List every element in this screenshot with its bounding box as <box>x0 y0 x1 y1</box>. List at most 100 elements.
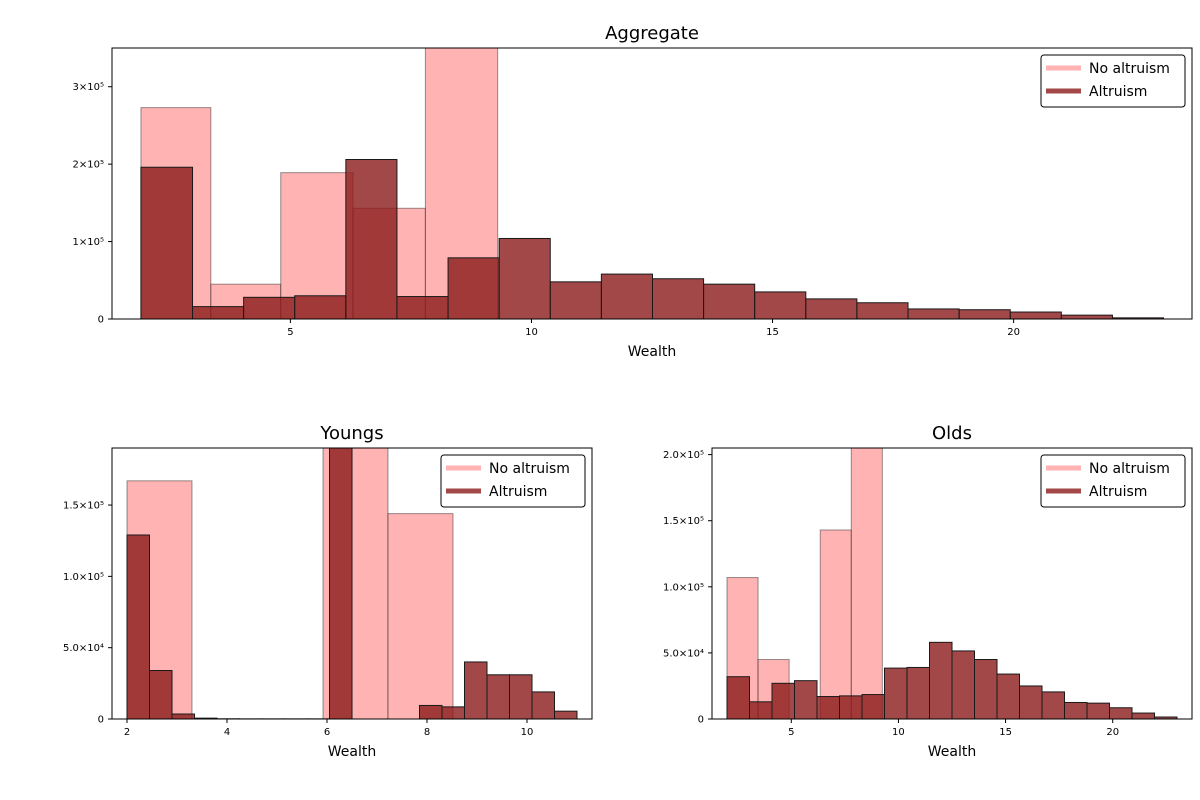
olds-altruism-bar <box>726 676 750 719</box>
youngs-no-altruism-bar <box>387 513 454 719</box>
olds-x-tick-label: 5 <box>788 727 794 738</box>
aggregate-axes: 5 10 15 20 0 1×10⁵ 2×10⁵ 3×10⁵ <box>73 47 1193 338</box>
youngs-altruism-bar <box>171 713 195 719</box>
aggregate-x-tick-label: 5 <box>287 327 293 338</box>
olds-altruism-bar <box>771 682 795 719</box>
aggregate-altruism-bar <box>805 298 858 319</box>
olds-altruism-bar <box>1064 701 1088 719</box>
olds-altruism-bar <box>974 659 998 719</box>
youngs-altruism-bar <box>149 670 173 719</box>
youngs-bars <box>126 448 578 719</box>
olds-bars <box>726 448 1178 719</box>
aggregate-altruism-bar <box>498 237 551 319</box>
youngs-altruism-bar <box>329 448 353 719</box>
olds-altruism-bar <box>906 666 930 719</box>
olds-xlabel: Wealth <box>928 744 976 760</box>
aggregate-y-tick-label: 2×10⁵ <box>73 160 104 171</box>
olds-x-tick-label: 15 <box>999 727 1012 738</box>
olds-title: Olds <box>932 423 972 444</box>
aggregate-altruism-bar <box>651 278 705 319</box>
aggregate-panel: Aggregate 5 10 15 20 0 1×10⁵ 2×10⁵ 3×10⁵ Wealth… <box>73 23 1193 360</box>
youngs-altruism-bar <box>419 704 443 719</box>
youngs-legend-label: No altruism <box>489 461 570 477</box>
aggregate-altruism-bar <box>600 273 653 319</box>
olds-x-tick-label: 20 <box>1106 727 1119 738</box>
olds-y-tick-label: 0 <box>698 715 704 726</box>
olds-altruism-bar <box>749 701 773 719</box>
youngs-x-tick-label: 2 <box>124 727 130 738</box>
youngs-y-tick-label: 1.5×10⁵ <box>63 501 104 512</box>
youngs-y-tick-label: 0 <box>98 715 104 726</box>
youngs-y-tick-label: 5.0×10⁴ <box>63 643 104 654</box>
olds-altruism-bar <box>1131 712 1155 719</box>
olds-altruism-bar <box>794 680 818 719</box>
olds-y-tick-label: 1.0×10⁵ <box>663 582 704 593</box>
olds-altruism-bar <box>1109 707 1133 719</box>
youngs-panel: Youngs 2 4 6 8 10 0 5.0×10⁴ 1.0×10⁵ 1.5×10⁵ Weal… <box>63 423 593 760</box>
olds-y-tick-label: 1.5×10⁵ <box>663 516 704 527</box>
aggregate-altruism-bar <box>1060 314 1113 319</box>
youngs-x-tick-label: 8 <box>424 727 430 738</box>
youngs-axes: 2 4 6 8 10 0 5.0×10⁴ 1.0×10⁵ 1.5×10⁵ <box>63 447 593 738</box>
aggregate-altruism-bar <box>754 291 807 319</box>
youngs-y-tick-label: 1.0×10⁵ <box>63 572 104 583</box>
olds-altruism-bar <box>929 641 953 719</box>
olds-altruism-bar <box>839 695 863 719</box>
youngs-altruism-bar <box>531 691 555 719</box>
aggregate-x-tick-label: 15 <box>766 327 779 338</box>
olds-altruism-bar <box>884 667 908 719</box>
aggregate-bars <box>140 48 1165 319</box>
aggregate-x-tick-label: 10 <box>525 327 538 338</box>
youngs-x-tick-label: 4 <box>224 727 230 738</box>
olds-legend-label: No altruism <box>1089 461 1170 477</box>
aggregate-legend: No altruism Altruism <box>1040 54 1186 108</box>
olds-altruism-bar <box>861 694 885 719</box>
olds-axes-frame <box>711 447 1193 720</box>
olds-y-tick-label: 2.0×10⁵ <box>663 450 704 461</box>
olds-no-altruism-bar <box>819 529 852 719</box>
aggregate-no-altruism-bar <box>280 172 354 319</box>
olds-panel: Olds 5 10 15 20 0 5.0×10⁴ 1.0×10⁵ 1.5×10⁵ 2.0×10… <box>663 423 1193 760</box>
aggregate-axes-frame <box>111 47 1193 320</box>
aggregate-altruism-bar <box>447 257 500 319</box>
olds-legend: No altruism Altruism <box>1040 454 1186 508</box>
olds-x-tick-label: 10 <box>892 727 905 738</box>
aggregate-x-tick-label: 20 <box>1007 327 1020 338</box>
aggregate-altruism-bar <box>907 308 960 319</box>
youngs-altruism-bar <box>441 706 465 719</box>
aggregate-altruism-bar <box>1009 311 1062 319</box>
youngs-title: Youngs <box>319 423 383 444</box>
aggregate-y-tick-label: 1×10⁵ <box>73 237 104 248</box>
aggregate-y-tick-label: 3×10⁵ <box>73 82 104 93</box>
aggregate-y-tick-label: 0 <box>98 315 104 326</box>
olds-legend-label: Altruism <box>1089 484 1147 500</box>
aggregate-altruism-bar <box>345 158 398 319</box>
youngs-altruism-bar <box>554 710 578 719</box>
youngs-altruism-bar <box>486 674 510 719</box>
aggregate-altruism-bar <box>703 283 756 319</box>
olds-altruism-bar <box>1041 691 1065 719</box>
aggregate-altruism-bar <box>396 296 449 319</box>
youngs-axes-frame <box>111 447 593 720</box>
youngs-legend: No altruism Altruism <box>440 454 586 508</box>
aggregate-altruism-bar <box>856 302 909 319</box>
aggregate-legend-label: Altruism <box>1089 84 1147 100</box>
aggregate-xlabel: Wealth <box>628 344 676 360</box>
olds-altruism-bar <box>1154 716 1178 719</box>
olds-y-tick-label: 5.0×10⁴ <box>663 648 704 659</box>
youngs-xlabel: Wealth <box>328 744 376 760</box>
aggregate-altruism-bar <box>294 295 347 319</box>
olds-altruism-bar <box>951 650 975 719</box>
youngs-altruism-bar <box>464 661 488 719</box>
aggregate-altruism-bar <box>192 306 245 319</box>
olds-altruism-bar <box>1019 685 1043 719</box>
aggregate-legend-label: No altruism <box>1089 61 1170 77</box>
olds-altruism-bar <box>1086 702 1110 719</box>
aggregate-title: Aggregate <box>605 23 699 44</box>
aggregate-altruism-bar <box>243 296 296 319</box>
youngs-legend-label: Altruism <box>489 484 547 500</box>
aggregate-altruism-bar <box>549 281 602 319</box>
youngs-x-tick-label: 6 <box>324 727 330 738</box>
olds-no-altruism-bar <box>850 448 883 719</box>
aggregate-altruism-bar <box>140 166 194 319</box>
